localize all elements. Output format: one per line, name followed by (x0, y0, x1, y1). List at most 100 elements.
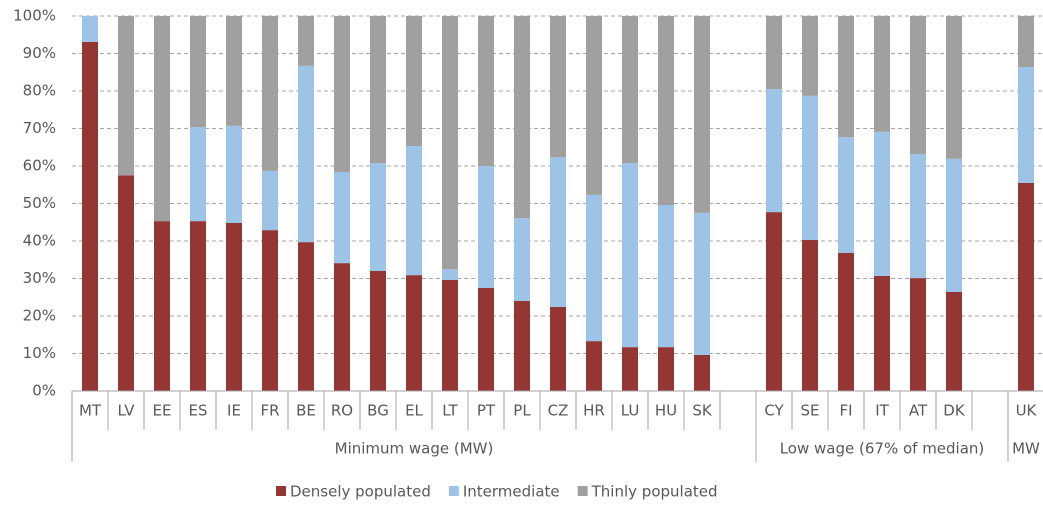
bar-segment (82, 16, 98, 42)
y-tick-label: 100% (13, 7, 56, 25)
bar-segment (910, 278, 926, 391)
bar-segment (586, 341, 602, 391)
bar-segment (622, 163, 638, 348)
bar-segment (298, 242, 314, 391)
bar-segment (514, 301, 530, 391)
y-tick-label: 60% (23, 157, 56, 175)
legend-swatch (577, 486, 588, 496)
x-tick-label: MT (79, 402, 102, 420)
x-tick-label: IT (875, 402, 889, 420)
legend-label: Thinly populated (591, 483, 718, 501)
y-tick-label: 0% (32, 382, 56, 400)
y-tick-label: 70% (23, 119, 56, 137)
bar-segment (766, 89, 782, 213)
x-tick-label: LT (442, 402, 458, 420)
bar-segment (658, 347, 674, 391)
bar-segment (370, 163, 386, 271)
bar-segment (514, 16, 530, 219)
bar-segment (478, 166, 494, 288)
x-tick-label: PT (477, 402, 496, 420)
bar-segment (226, 223, 242, 391)
bar-segment (766, 16, 782, 90)
y-tick-label: 40% (23, 232, 56, 250)
x-tick-label: AT (909, 402, 928, 420)
x-tick-label: FI (839, 402, 852, 420)
bar-segment (262, 170, 278, 231)
x-tick-label: IE (227, 402, 241, 420)
bar-segment (1018, 67, 1034, 183)
legend-swatch (276, 486, 286, 496)
legend-label: Intermediate (463, 483, 560, 501)
bar-segment (946, 158, 962, 292)
y-tick-label: 80% (23, 82, 56, 100)
bar-segment (334, 16, 350, 172)
bar-segment (694, 355, 710, 391)
bar-segment (406, 16, 422, 147)
bar-segment (334, 263, 350, 391)
bar-segment (586, 194, 602, 342)
bar-segment (262, 230, 278, 391)
bar-segment (586, 16, 602, 195)
x-tick-label: DK (943, 402, 966, 420)
bar-segment (550, 157, 566, 307)
bar-segment (226, 125, 242, 223)
bar-segment (514, 218, 530, 301)
y-tick-label: 20% (23, 307, 56, 325)
x-tick-label: SK (692, 402, 713, 420)
bar-segment (262, 16, 278, 171)
bar-segment (1018, 182, 1034, 391)
bar-segment (694, 16, 710, 213)
x-tick-label: BG (367, 402, 389, 420)
y-tick-label: 10% (23, 344, 56, 362)
group-label: MW (1012, 440, 1040, 458)
bar-segment (442, 16, 458, 270)
bar-segment (190, 16, 206, 127)
bar-segment (1018, 16, 1034, 67)
bar-segment (838, 16, 854, 138)
bar-segment (802, 239, 818, 391)
x-tick-label: EE (153, 402, 172, 420)
bar-segment (478, 16, 494, 166)
bar-segment (226, 16, 242, 126)
legend-swatch (448, 486, 459, 496)
bar-segment (658, 16, 674, 205)
bar-segment (442, 269, 458, 280)
group-label: Low wage (67% of median) (780, 440, 985, 458)
legend-label: Densely populated (290, 483, 431, 501)
bar-segment (910, 16, 926, 154)
bar-segment (442, 280, 458, 391)
group-label: Minimum wage (MW) (335, 440, 494, 458)
bar-segment (298, 65, 314, 243)
bar-segment (874, 275, 890, 391)
bar-segment (406, 146, 422, 276)
x-tick-label: CY (764, 402, 784, 420)
bar-segment (406, 275, 422, 391)
x-tick-label: FR (260, 402, 279, 420)
bar-segment (118, 175, 134, 391)
bar-segment (190, 221, 206, 391)
bar-segment (154, 221, 170, 391)
bar-segment (802, 16, 818, 96)
bar-segment (874, 131, 890, 276)
bar-segment (622, 347, 638, 391)
bar-segment (190, 127, 206, 222)
bar-segment (838, 137, 854, 253)
bar-segment (874, 16, 890, 132)
bar-segment (946, 16, 962, 159)
bar-segment (946, 292, 962, 391)
x-tick-label: EL (405, 402, 423, 420)
bar-segment (802, 95, 818, 240)
bar-segment (334, 172, 350, 264)
x-tick-label: UK (1016, 402, 1038, 420)
x-tick-label: ES (189, 402, 208, 420)
bar-segment (838, 253, 854, 391)
bar-segment (154, 16, 170, 222)
bar-segment (550, 16, 566, 157)
x-tick-label: HU (655, 402, 677, 420)
x-tick-label: PL (513, 402, 531, 420)
y-tick-label: 30% (23, 269, 56, 287)
bar-segment (766, 212, 782, 391)
bar-segment (910, 154, 926, 279)
bar-segment (658, 205, 674, 348)
bar-segment (694, 212, 710, 355)
